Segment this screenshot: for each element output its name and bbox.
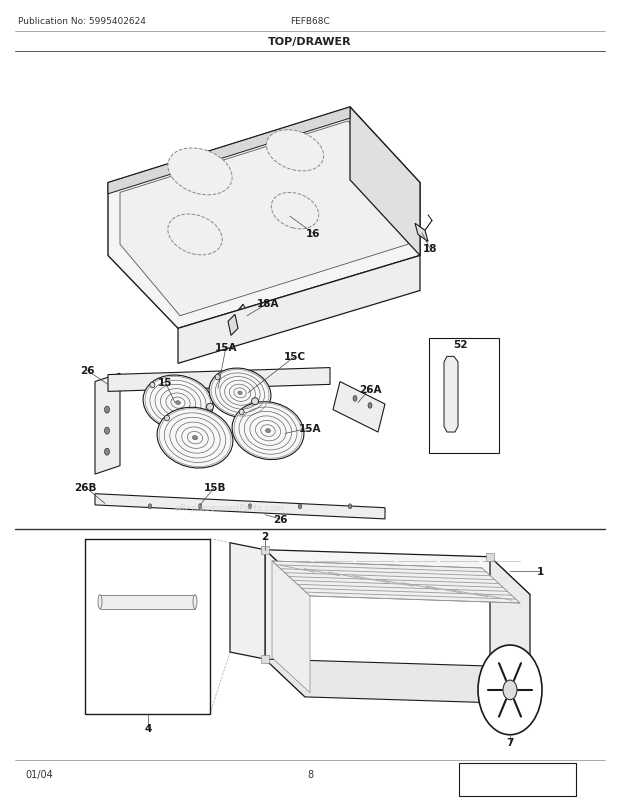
- Circle shape: [368, 403, 372, 409]
- Polygon shape: [444, 357, 458, 432]
- Polygon shape: [333, 382, 385, 432]
- Polygon shape: [95, 494, 385, 519]
- Ellipse shape: [232, 402, 304, 460]
- Text: 26: 26: [273, 514, 287, 525]
- Polygon shape: [178, 256, 420, 364]
- Text: 1: 1: [536, 566, 544, 576]
- Text: 16: 16: [306, 229, 321, 239]
- Circle shape: [298, 504, 302, 509]
- Text: 15B: 15B: [204, 482, 226, 492]
- Text: TOP/DRAWER: TOP/DRAWER: [268, 37, 352, 47]
- Polygon shape: [486, 662, 494, 670]
- Text: 26: 26: [80, 366, 94, 376]
- Polygon shape: [85, 539, 210, 714]
- Ellipse shape: [168, 148, 232, 196]
- FancyBboxPatch shape: [459, 763, 576, 796]
- Circle shape: [478, 646, 542, 735]
- Circle shape: [353, 396, 357, 402]
- Text: 01/04: 01/04: [25, 769, 53, 779]
- Text: 18: 18: [423, 244, 437, 254]
- Text: FEFB68C: FEFB68C: [290, 17, 330, 26]
- Circle shape: [105, 407, 110, 414]
- Polygon shape: [486, 553, 494, 561]
- Ellipse shape: [193, 595, 197, 609]
- Polygon shape: [350, 107, 420, 256]
- Ellipse shape: [98, 595, 102, 609]
- Ellipse shape: [164, 415, 169, 421]
- Text: 8: 8: [307, 769, 313, 779]
- Ellipse shape: [267, 131, 324, 172]
- Polygon shape: [265, 659, 530, 704]
- Text: 2: 2: [262, 531, 268, 541]
- Polygon shape: [265, 550, 305, 697]
- Circle shape: [198, 504, 202, 509]
- Text: 26B: 26B: [74, 482, 96, 492]
- Ellipse shape: [252, 399, 259, 405]
- Ellipse shape: [265, 429, 270, 433]
- Polygon shape: [261, 655, 269, 663]
- Polygon shape: [120, 122, 408, 316]
- Ellipse shape: [215, 375, 220, 380]
- Polygon shape: [261, 546, 269, 554]
- Ellipse shape: [143, 375, 213, 431]
- Ellipse shape: [175, 401, 180, 405]
- Ellipse shape: [206, 403, 213, 411]
- Circle shape: [248, 504, 252, 509]
- Polygon shape: [490, 557, 530, 704]
- Polygon shape: [228, 315, 238, 336]
- Polygon shape: [265, 550, 530, 595]
- Ellipse shape: [272, 193, 319, 229]
- Polygon shape: [108, 107, 350, 195]
- Text: 26A: 26A: [359, 384, 381, 394]
- Text: 15: 15: [157, 377, 172, 387]
- Text: 4: 4: [144, 723, 152, 733]
- Text: 7: 7: [507, 737, 514, 747]
- Text: eReplacementParts.com: eReplacementParts.com: [175, 504, 285, 512]
- Polygon shape: [272, 561, 520, 603]
- Ellipse shape: [157, 407, 233, 468]
- Ellipse shape: [150, 383, 155, 388]
- Polygon shape: [100, 595, 195, 609]
- Circle shape: [105, 448, 110, 456]
- Text: 15A: 15A: [299, 423, 321, 433]
- Text: 15A: 15A: [215, 342, 237, 352]
- Text: 18A: 18A: [257, 298, 279, 309]
- Polygon shape: [108, 368, 330, 392]
- Ellipse shape: [192, 436, 198, 440]
- Text: Publication No: 5995402624: Publication No: 5995402624: [18, 17, 146, 26]
- Text: 15C: 15C: [284, 352, 306, 362]
- Polygon shape: [272, 561, 310, 693]
- Polygon shape: [415, 224, 428, 242]
- Ellipse shape: [168, 215, 222, 256]
- FancyBboxPatch shape: [429, 338, 499, 453]
- Ellipse shape: [239, 410, 244, 415]
- Circle shape: [148, 504, 152, 509]
- Polygon shape: [95, 374, 120, 475]
- Circle shape: [348, 504, 352, 509]
- Polygon shape: [108, 107, 420, 329]
- Text: 52: 52: [453, 339, 467, 350]
- Ellipse shape: [209, 369, 271, 418]
- Polygon shape: [230, 543, 265, 659]
- Ellipse shape: [238, 391, 242, 395]
- Circle shape: [503, 680, 517, 700]
- Circle shape: [105, 427, 110, 435]
- Text: L20T0029: L20T0029: [487, 775, 549, 784]
